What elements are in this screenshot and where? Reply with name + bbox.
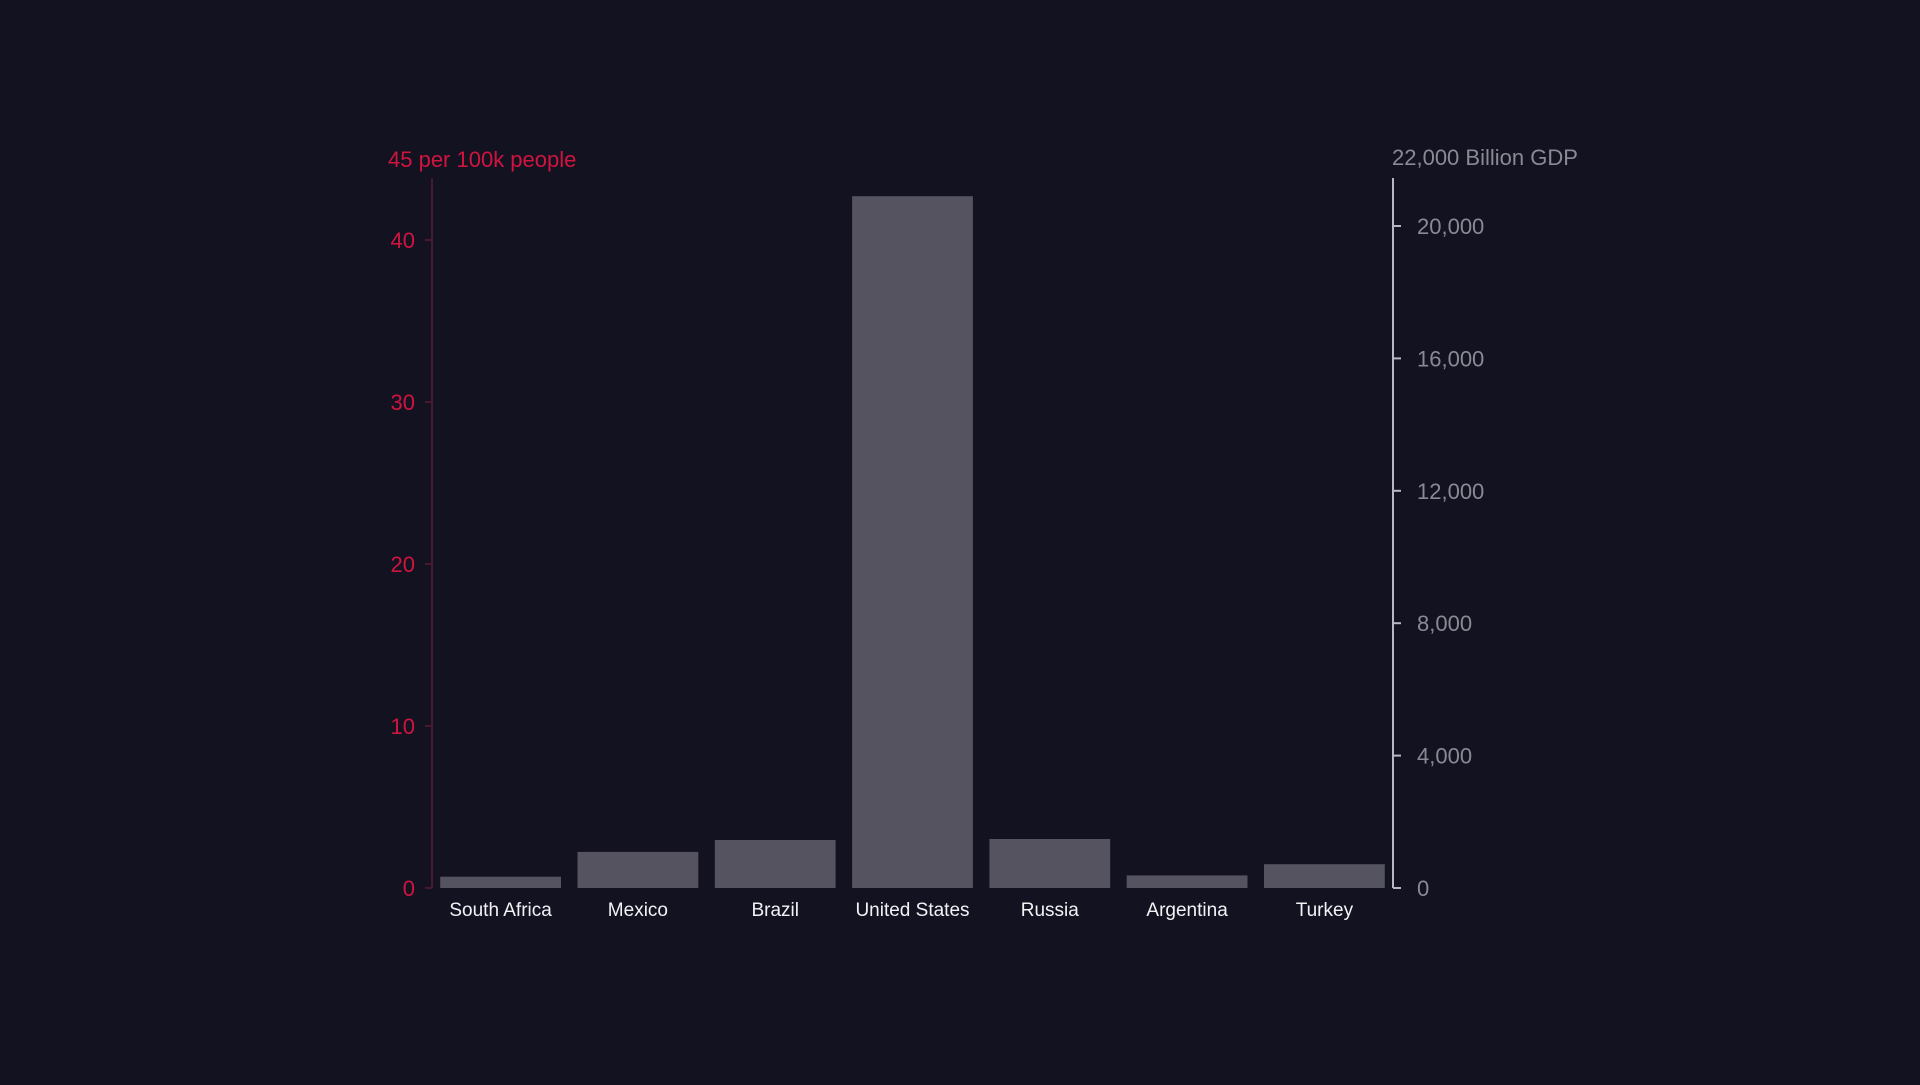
category-label: United States (855, 900, 969, 921)
category-axis: South Africa Mexico Brazil United States Rus… (449, 900, 1353, 921)
left-axis-tick-label: 20 (391, 552, 415, 577)
left-axis-tick-label: 30 (391, 390, 415, 415)
bars-layer (440, 196, 1385, 888)
left-axis: 0 10 20 30 40 (391, 178, 433, 901)
bar-russia (989, 839, 1111, 888)
category-label: Turkey (1296, 900, 1354, 921)
bar-south-africa (440, 876, 561, 888)
category-label: Brazil (751, 900, 799, 921)
right-axis-tick-label: 0 (1417, 876, 1429, 901)
right-axis-tick-label: 12,000 (1417, 479, 1484, 504)
right-axis-tick-label: 20,000 (1417, 214, 1484, 239)
right-axis: 0 4,000 8,000 12,000 16,000 20,000 (1392, 178, 1484, 901)
right-axis-tick-label: 4,000 (1417, 744, 1472, 769)
bar-argentina (1126, 875, 1248, 888)
left-axis-title: 45 per 100k people (388, 147, 576, 172)
right-axis-tick-label: 16,000 (1417, 346, 1484, 371)
category-label: South Africa (449, 900, 552, 921)
bar-united-states (852, 196, 973, 888)
right-axis-tick-label: 8,000 (1417, 611, 1472, 636)
bar-mexico (577, 851, 699, 888)
left-axis-tick-label: 40 (391, 228, 415, 253)
left-axis-tick-label: 0 (403, 876, 415, 901)
category-label: Russia (1021, 900, 1080, 921)
bar-brazil (714, 840, 836, 888)
bar-turkey (1264, 864, 1385, 888)
left-axis-tick-label: 10 (391, 714, 415, 739)
category-label: Argentina (1146, 900, 1228, 921)
right-axis-title: 22,000 Billion GDP (1392, 145, 1578, 170)
category-label: Mexico (608, 900, 668, 921)
